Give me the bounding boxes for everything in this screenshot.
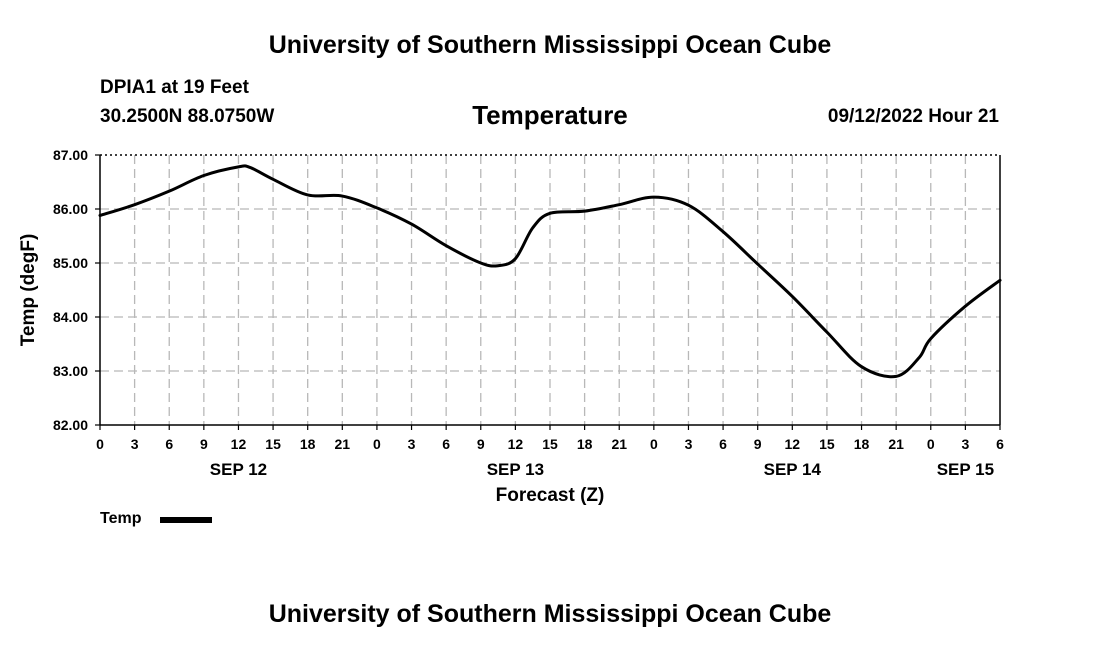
x-tick-label: 18 [577, 436, 593, 452]
station-label: DPIA1 at 19 Feet [100, 77, 249, 98]
y-tick-label: 87.00 [53, 147, 88, 163]
x-tick-label: 0 [927, 436, 935, 452]
x-tick-label: 6 [442, 436, 450, 452]
y-tick-label: 82.00 [53, 417, 88, 433]
x-axis-title: Forecast (Z) [496, 485, 605, 506]
x-tick-label: 9 [754, 436, 762, 452]
x-tick-label: 3 [131, 436, 139, 452]
x-tick-label: 18 [854, 436, 870, 452]
x-tick-label: 15 [819, 436, 835, 452]
date-label: SEP 12 [210, 460, 267, 479]
x-tick-label: 3 [685, 436, 693, 452]
x-tick-label: 12 [508, 436, 524, 452]
x-tick-label: 0 [96, 436, 104, 452]
forecast-datetime: 09/12/2022 Hour 21 [827, 106, 999, 127]
x-tick-label: 18 [300, 436, 316, 452]
x-tick-label: 6 [996, 436, 1004, 452]
x-tick-label: 0 [373, 436, 381, 452]
y-axis-title: Temp (degF) [18, 234, 39, 347]
y-tick-label: 85.00 [53, 255, 88, 271]
x-tick-label: 21 [611, 436, 627, 452]
footer-title: University of Southern Mississippi Ocean… [268, 600, 832, 628]
x-tick-label: 6 [719, 436, 727, 452]
x-tick-label: 12 [785, 436, 801, 452]
temp-series-line [98, 164, 1002, 379]
page-title: University of Southern Mississippi Ocean… [268, 31, 832, 59]
station-coordinates: 30.2500N 88.0750W [100, 106, 275, 127]
date-label: SEP 13 [487, 460, 544, 479]
x-tick-label: 15 [542, 436, 558, 452]
date-label: SEP 15 [937, 460, 994, 479]
y-tick-label: 84.00 [53, 309, 88, 325]
x-tick-label: 21 [335, 436, 351, 452]
y-tick-label: 86.00 [53, 201, 88, 217]
legend-label: Temp [100, 510, 142, 527]
date-label: SEP 14 [764, 460, 822, 479]
x-tick-label: 0 [650, 436, 658, 452]
y-tick-label: 83.00 [53, 363, 88, 379]
x-tick-label: 6 [165, 436, 173, 452]
x-tick-label: 3 [408, 436, 416, 452]
chart-title: Temperature [472, 100, 628, 130]
legend-swatch [160, 517, 212, 523]
x-tick-label: 15 [265, 436, 281, 452]
x-tick-label: 9 [477, 436, 485, 452]
x-tick-label: 12 [231, 436, 247, 452]
x-tick-label: 9 [200, 436, 208, 452]
x-tick-label: 3 [961, 436, 969, 452]
x-tick-label: 21 [888, 436, 904, 452]
